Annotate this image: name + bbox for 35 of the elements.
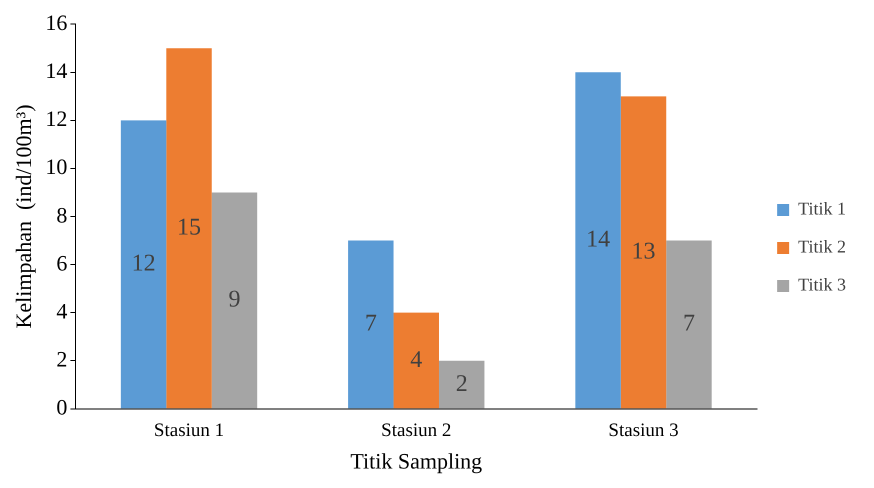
y-tick-label: 0	[56, 394, 68, 420]
data-label: 15	[177, 214, 202, 241]
data-label: 4	[410, 346, 422, 373]
legend-label: Titik 1	[798, 198, 846, 219]
legend-label: Titik 2	[798, 236, 846, 257]
bar	[166, 48, 212, 408]
data-label: 12	[132, 250, 156, 277]
y-tick-label: 10	[45, 154, 68, 180]
y-tick-label: 8	[56, 202, 68, 228]
y-tick-label: 16	[45, 10, 68, 35]
data-label: 9	[228, 286, 240, 313]
x-tick-label: Stasiun 3	[608, 420, 679, 442]
x-axis-title: Titik Sampling	[350, 448, 482, 474]
data-label: 7	[682, 310, 695, 337]
y-tick-label: 6	[56, 250, 68, 276]
bar	[394, 312, 439, 408]
y-axis-title: Kelimpahan (ind/100m³)	[10, 104, 36, 329]
data-label: 7	[364, 310, 377, 337]
y-tick-label: 12	[45, 106, 68, 132]
bar	[438, 360, 484, 408]
y-tick-label: 2	[56, 346, 68, 372]
bar	[666, 240, 712, 408]
x-tick-label: Stasiun 1	[154, 420, 224, 442]
data-label: 14	[586, 226, 610, 253]
data-label: 2	[456, 370, 468, 397]
y-tick-label: 4	[56, 298, 68, 324]
bar	[575, 72, 621, 408]
legend-label: Titik 3	[798, 274, 846, 295]
x-tick-label: Stasiun 2	[381, 420, 452, 442]
data-label: 13	[632, 238, 656, 265]
bar	[348, 240, 394, 408]
bar	[120, 120, 166, 408]
bar	[212, 192, 258, 408]
bar	[620, 96, 666, 408]
y-tick-label: 14	[45, 58, 68, 84]
